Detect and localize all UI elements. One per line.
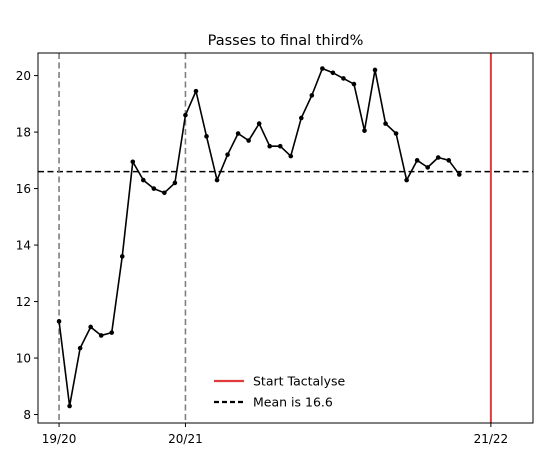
data-point-22: [288, 153, 294, 159]
x-tick-label-0: 19/20: [42, 432, 77, 446]
data-point-24: [309, 93, 315, 98]
data-point-8: [141, 177, 146, 183]
data-point-30: [372, 67, 378, 73]
data-point-16: [225, 152, 230, 157]
y-tick-label-4: 16: [16, 182, 31, 196]
data-point-38: [456, 172, 462, 177]
data-point-18: [246, 138, 251, 143]
data-point-5: [109, 330, 115, 335]
data-point-0: [56, 319, 62, 324]
plot-area: [38, 53, 533, 423]
data-point-7: [130, 159, 136, 165]
data-point-17: [235, 131, 241, 136]
data-point-33: [404, 177, 409, 183]
y-tick-label-3: 14: [16, 238, 31, 252]
data-point-10: [162, 190, 167, 196]
x-tick-label-1: 20/21: [168, 432, 203, 446]
data-point-21: [277, 143, 283, 149]
data-point-6: [119, 254, 125, 259]
data-point-23: [298, 115, 304, 121]
data-point-11: [172, 180, 178, 186]
data-point-28: [351, 81, 357, 87]
data-point-31: [383, 121, 388, 126]
data-point-13: [193, 88, 199, 94]
data-point-4: [98, 333, 104, 338]
chart-title: Passes to final third%: [208, 33, 364, 49]
data-point-37: [446, 158, 452, 163]
y-tick-label-6: 20: [16, 69, 31, 83]
y-tick-label-5: 18: [16, 125, 31, 139]
data-point-27: [341, 76, 346, 81]
data-point-15: [214, 177, 220, 183]
data-point-12: [183, 112, 188, 118]
data-point-1: [67, 403, 72, 409]
y-tick-label-1: 10: [16, 351, 31, 365]
data-point-32: [393, 131, 399, 136]
data-point-26: [330, 70, 336, 76]
legend-label-1: Mean is 16.6: [253, 395, 333, 410]
data-point-19: [256, 121, 262, 126]
data-point-29: [362, 128, 367, 133]
plot-frame: [37, 52, 534, 424]
data-point-20: [267, 143, 273, 149]
data-point-2: [77, 345, 83, 351]
legend: Start Tactalyse Mean is 16.6: [214, 374, 346, 410]
y-tick-label-0: 8: [23, 408, 31, 422]
data-point-3: [88, 324, 93, 330]
data-point-9: [151, 186, 157, 191]
data-point-36: [435, 155, 441, 160]
axes: 8 10 12 14 16 18 20 19/20 20/21 21/22: [16, 69, 508, 446]
series-line: [58, 67, 460, 407]
data-point-34: [414, 158, 420, 163]
y-tick-label-2: 12: [16, 295, 31, 309]
data-point-35: [425, 165, 430, 170]
x-tick-label-2: 21/22: [474, 432, 509, 446]
data-point-25: [320, 66, 325, 71]
legend-label-0: Start Tactalyse: [253, 374, 346, 389]
data-point-14: [204, 134, 209, 139]
